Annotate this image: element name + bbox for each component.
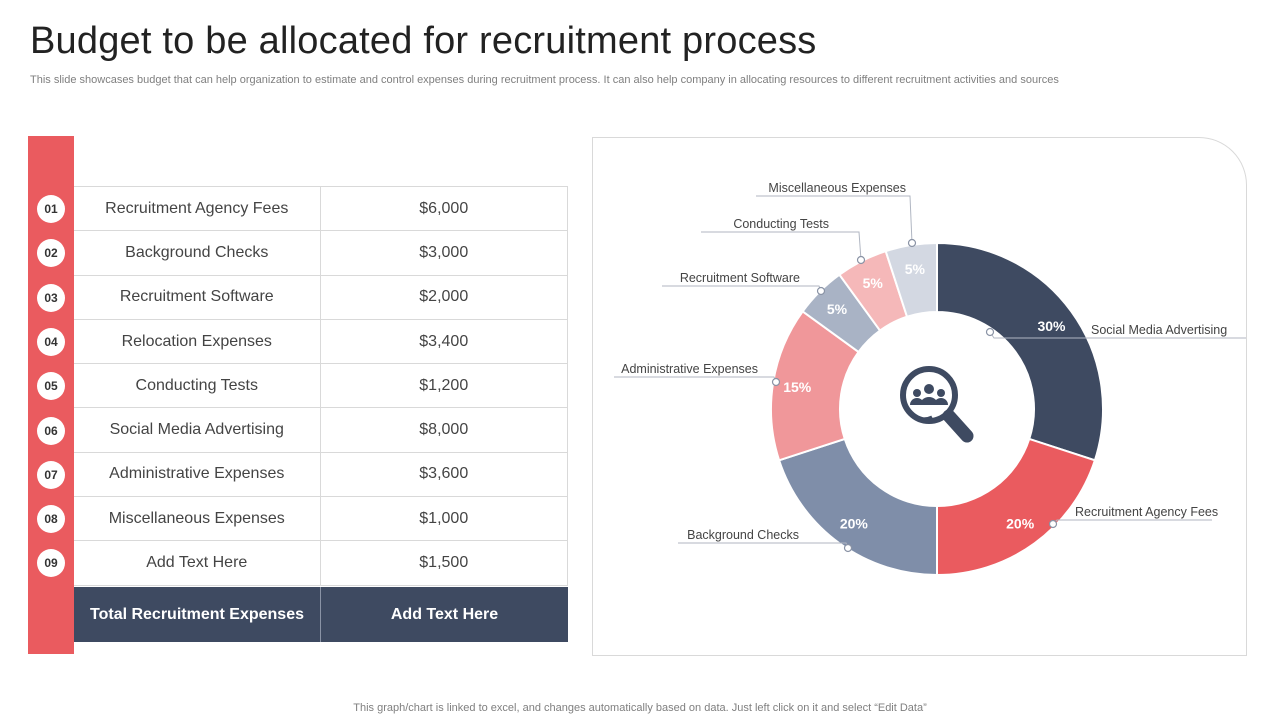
slice-category-label: Recruitment Agency Fees	[1075, 505, 1218, 519]
expense-amount: $6,000	[419, 199, 469, 217]
expense-item: Administrative Expenses	[74, 452, 321, 497]
expense-item: Relocation Expenses	[74, 319, 321, 364]
row-number: 02	[37, 239, 65, 268]
row-number: 08	[37, 505, 65, 534]
expense-amount: $3,000	[419, 243, 469, 261]
callout-line	[756, 195, 913, 244]
donut-chart[interactable]: 30% 20% 20% 15% 5% 5% 5% Social Media Advertis…	[592, 137, 1268, 657]
callout-line	[678, 542, 849, 549]
slice-percent-label: 20%	[840, 515, 869, 531]
total-value: Add Text Here	[390, 605, 499, 623]
donut-slice[interactable]	[936, 241, 1104, 462]
total-row: Total Recruitment Expenses Add Text Here	[74, 587, 568, 642]
slice-percent-label: 5%	[905, 261, 926, 277]
expense-amount: $3,600	[419, 465, 469, 483]
expense-amount: $8,000	[419, 421, 469, 439]
row-number: 09	[37, 549, 65, 578]
expense-item: Miscellaneous Expenses	[74, 497, 321, 541]
callout-dot	[856, 255, 866, 265]
table-row: Social Media Advertising $8,000	[74, 408, 567, 453]
table-row: Recruitment Agency Fees $6,000	[74, 187, 567, 232]
slice-category-label: Social Media Advertising	[1091, 323, 1227, 337]
budget-table: Recruitment Agency Fees $6,000 Background …	[74, 186, 568, 586]
footer-note: This graph/chart is linked to excel, and…	[353, 702, 927, 714]
slice-category-label: Miscellaneous Expenses	[768, 181, 906, 195]
row-number: 04	[37, 327, 65, 356]
expense-amount: $1,200	[419, 376, 469, 394]
expense-item: Add Text Here	[74, 541, 321, 585]
callout-dot	[816, 286, 826, 296]
row-number: 05	[37, 372, 65, 401]
row-number: 06	[37, 416, 65, 445]
callout-dot	[907, 238, 917, 248]
total-label: Total Recruitment Expenses	[74, 587, 321, 642]
slice-percent-label: 20%	[1006, 515, 1035, 531]
slice-category-label: Conducting Tests	[733, 217, 829, 231]
callout-dot	[1048, 519, 1058, 529]
callout-line	[701, 231, 862, 261]
callout-dot	[843, 543, 853, 553]
slice-percent-label: 5%	[827, 301, 848, 317]
slice-percent-label: 30%	[1037, 318, 1066, 334]
callout-line	[1052, 519, 1212, 525]
row-number: 03	[37, 283, 65, 312]
search-people-icon	[900, 366, 974, 443]
expense-item: Background Checks	[74, 231, 321, 275]
table-row: Add Text Here $1,500	[74, 541, 567, 586]
row-number: 07	[37, 460, 65, 489]
table-row: Administrative Expenses $3,600	[74, 452, 567, 498]
expense-item: Recruitment Agency Fees	[74, 187, 321, 231]
slice-category-label: Recruitment Software	[680, 271, 800, 285]
expense-item: Recruitment Software	[74, 275, 321, 319]
expense-item: Conducting Tests	[74, 364, 321, 408]
row-number: 01	[37, 195, 65, 223]
table-row: Recruitment Software $2,000	[74, 275, 567, 320]
slice-percent-label: 5%	[863, 275, 884, 291]
donut-slice[interactable]	[936, 437, 1097, 577]
slice-percent-label: 15%	[783, 379, 812, 395]
table-row: Background Checks $3,000	[74, 231, 567, 276]
expense-amount: $3,400	[419, 332, 469, 350]
table-row: Conducting Tests $1,200	[74, 364, 567, 409]
donut-hole	[841, 313, 1033, 505]
slice-category-label: Administrative Expenses	[621, 362, 758, 376]
slice-category-label: Background Checks	[687, 528, 799, 542]
expense-amount: $2,000	[419, 288, 469, 306]
expense-amount: $1,000	[419, 509, 469, 527]
callout-dot	[771, 377, 781, 387]
donut-slice[interactable]	[777, 437, 938, 577]
callout-line	[662, 285, 822, 292]
expense-item: Social Media Advertising	[74, 408, 321, 452]
page-subtitle: This slide showcases budget that can hel…	[30, 74, 1059, 86]
table-row: Relocation Expenses $3,400	[74, 319, 567, 365]
donut-slice[interactable]	[884, 241, 938, 319]
expense-amount: $1,500	[419, 554, 469, 572]
callout-dot	[985, 327, 995, 337]
page-title: Budget to be allocated for recruitment p…	[30, 20, 817, 62]
callout-line	[614, 376, 777, 383]
table-row: Miscellaneous Expenses $1,000	[74, 497, 567, 542]
